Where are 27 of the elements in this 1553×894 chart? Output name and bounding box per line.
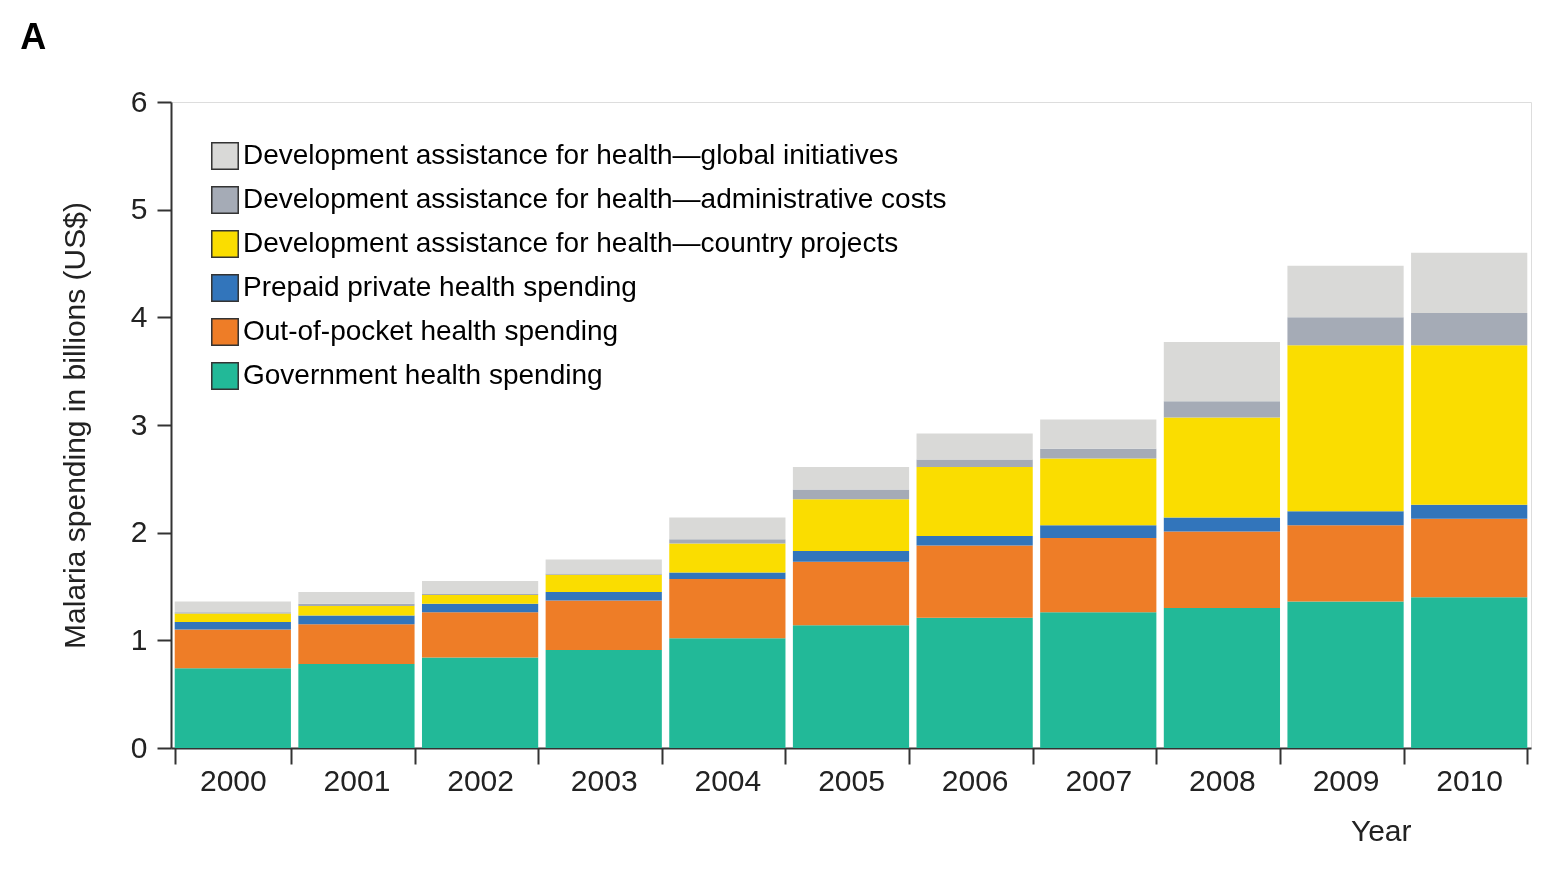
x-tick-label: 2002	[447, 763, 514, 797]
x-tick-label: 2007	[1065, 763, 1133, 797]
y-tick-label: 6	[130, 84, 148, 118]
x-tick-label: 2008	[1189, 763, 1256, 797]
legend-label: Government health spending	[243, 359, 603, 390]
y-tick-label: 3	[130, 407, 148, 441]
y-tick-label: 4	[130, 299, 148, 333]
legend-label: Development assistance for health—administrative costs	[243, 183, 947, 214]
x-tick-label: 2010	[1436, 763, 1504, 797]
x-tick-label: 2003	[570, 763, 638, 797]
y-tick-label: 0	[130, 730, 148, 764]
legend-label: Development assistance for health—global initiatives	[243, 139, 899, 170]
x-tick-label: 2000	[199, 763, 267, 797]
y-tick-label: 2	[130, 515, 148, 549]
y-axis-title: Malaria spending in billions (US$)	[57, 202, 91, 649]
x-axis-title: Year	[1350, 813, 1412, 847]
x-tick-label: 2009	[1312, 763, 1380, 797]
x-tick-label: 2004	[694, 763, 762, 797]
x-tick-label: 2006	[941, 763, 1009, 797]
y-tick-label: 5	[130, 192, 148, 226]
legend-label: Development assistance for health—country projects	[243, 227, 899, 258]
x-tick-label: 2001	[323, 763, 391, 797]
y-tick-label: 1	[130, 622, 148, 656]
legend-label: Prepaid private health spending	[243, 271, 637, 302]
x-tick-label: 2005	[818, 763, 885, 797]
legend-label: Out-of-pocket health spending	[243, 315, 619, 346]
chart-title: A	[20, 16, 47, 57]
